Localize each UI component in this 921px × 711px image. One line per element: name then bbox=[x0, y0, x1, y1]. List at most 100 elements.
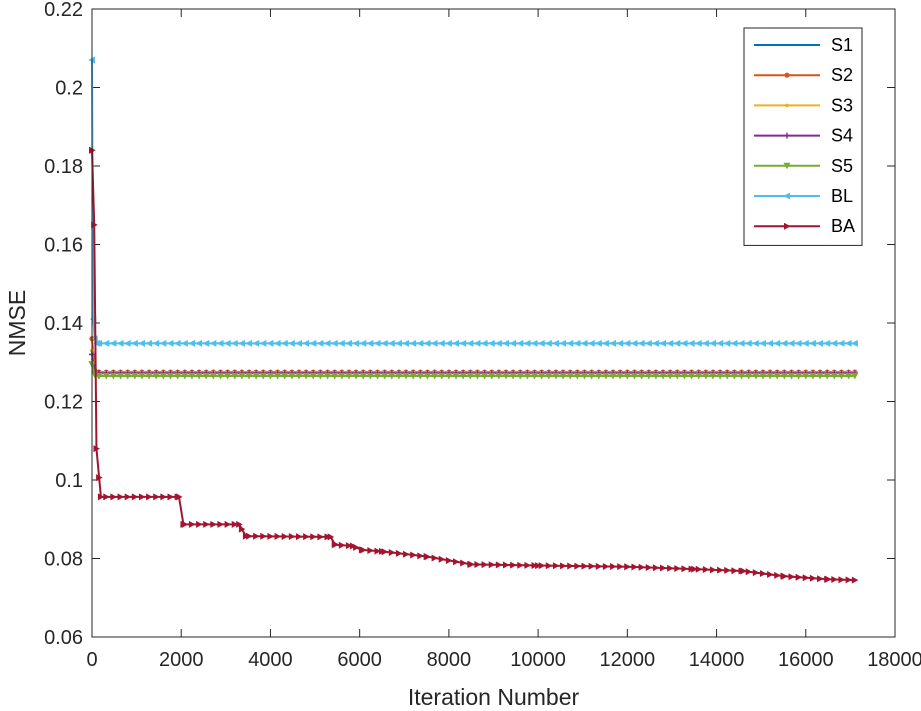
data-point bbox=[431, 554, 439, 562]
data-point bbox=[388, 339, 395, 347]
data-point bbox=[531, 372, 539, 380]
data-point bbox=[423, 372, 431, 380]
data-point bbox=[188, 372, 196, 380]
data-point bbox=[267, 532, 274, 540]
data-point bbox=[202, 372, 210, 380]
data-point bbox=[260, 532, 267, 540]
data-point bbox=[595, 562, 603, 570]
data-point bbox=[602, 339, 609, 347]
data-point bbox=[195, 339, 203, 347]
tick-labels: 0 2000 4000 6000 8000 10000 12000 14000 16000 180… bbox=[44, 0, 921, 671]
data-point bbox=[131, 493, 139, 501]
data-point bbox=[359, 339, 367, 347]
data-point bbox=[545, 339, 552, 347]
data-point bbox=[95, 339, 103, 347]
data-point bbox=[759, 372, 767, 380]
data-point bbox=[802, 339, 809, 347]
legend-item-s1: S1 bbox=[754, 35, 853, 55]
data-point bbox=[595, 372, 603, 380]
data-point bbox=[831, 575, 838, 583]
data-point bbox=[652, 372, 660, 380]
data-point bbox=[817, 575, 824, 583]
data-point bbox=[538, 372, 546, 380]
data-point bbox=[152, 339, 160, 347]
data-point bbox=[274, 532, 282, 540]
data-point bbox=[845, 576, 853, 584]
data-point bbox=[510, 561, 517, 569]
data-point bbox=[666, 372, 674, 380]
data-point bbox=[652, 339, 659, 347]
data-point bbox=[837, 339, 845, 347]
data-point bbox=[209, 372, 217, 380]
data-point bbox=[374, 372, 382, 380]
data-point bbox=[188, 520, 196, 528]
data-point bbox=[366, 339, 374, 347]
x-tick-label: 0 bbox=[86, 649, 97, 671]
x-axis-label: Iteration Number bbox=[408, 684, 580, 710]
data-point bbox=[345, 339, 352, 347]
data-point bbox=[723, 339, 731, 347]
data-point bbox=[381, 339, 388, 347]
data-point bbox=[224, 372, 232, 380]
data-point bbox=[509, 372, 517, 380]
data-point bbox=[181, 339, 188, 347]
data-point bbox=[274, 372, 282, 380]
data-point bbox=[309, 372, 317, 380]
x-tick-label: 16000 bbox=[778, 649, 834, 671]
data-point bbox=[345, 542, 353, 550]
data-point bbox=[824, 575, 831, 583]
data-point bbox=[752, 339, 759, 347]
legend-marker bbox=[784, 222, 791, 230]
data-point bbox=[523, 372, 531, 380]
data-point bbox=[460, 559, 467, 567]
x-tick-label: 2000 bbox=[159, 649, 204, 671]
data-point bbox=[716, 339, 724, 347]
data-point bbox=[317, 533, 324, 541]
y-tick-label: 0.2 bbox=[55, 78, 83, 100]
data-point bbox=[660, 564, 667, 572]
data-point bbox=[481, 561, 489, 569]
data-point bbox=[766, 339, 774, 347]
data-point bbox=[767, 570, 774, 578]
data-point bbox=[231, 520, 239, 528]
data-point bbox=[138, 493, 146, 501]
data-point bbox=[495, 372, 503, 380]
data-point bbox=[316, 339, 324, 347]
data-point bbox=[809, 372, 817, 380]
data-point bbox=[602, 372, 610, 380]
data-point bbox=[352, 372, 360, 380]
data-point bbox=[395, 372, 403, 380]
y-tick-label: 0.06 bbox=[44, 627, 83, 649]
data-point bbox=[288, 372, 296, 380]
legend-marker bbox=[784, 72, 790, 78]
data-point bbox=[438, 372, 446, 380]
data-point bbox=[837, 372, 845, 380]
data-point bbox=[545, 372, 553, 380]
data-point bbox=[638, 372, 646, 380]
data-point bbox=[167, 372, 175, 380]
data-point bbox=[630, 339, 638, 347]
data-point bbox=[695, 372, 703, 380]
data-point bbox=[774, 571, 781, 579]
data-point bbox=[851, 339, 858, 347]
legend-label: S1 bbox=[831, 35, 853, 55]
data-point bbox=[302, 372, 310, 380]
x-tick-label: 4000 bbox=[248, 649, 293, 671]
data-point bbox=[802, 574, 810, 582]
data-point bbox=[217, 520, 224, 528]
data-point bbox=[673, 339, 681, 347]
data-point bbox=[830, 372, 838, 380]
data-point bbox=[566, 372, 574, 380]
data-point bbox=[481, 372, 489, 380]
data-point bbox=[152, 372, 160, 380]
data-point bbox=[609, 339, 617, 347]
data-point bbox=[545, 562, 553, 570]
data-point bbox=[581, 562, 589, 570]
data-point bbox=[474, 560, 481, 568]
data-point bbox=[502, 372, 510, 380]
data-point bbox=[610, 563, 617, 571]
y-tick-label: 0.18 bbox=[44, 156, 83, 178]
data-point bbox=[252, 339, 260, 347]
data-point bbox=[324, 533, 332, 541]
data-point bbox=[488, 561, 496, 569]
